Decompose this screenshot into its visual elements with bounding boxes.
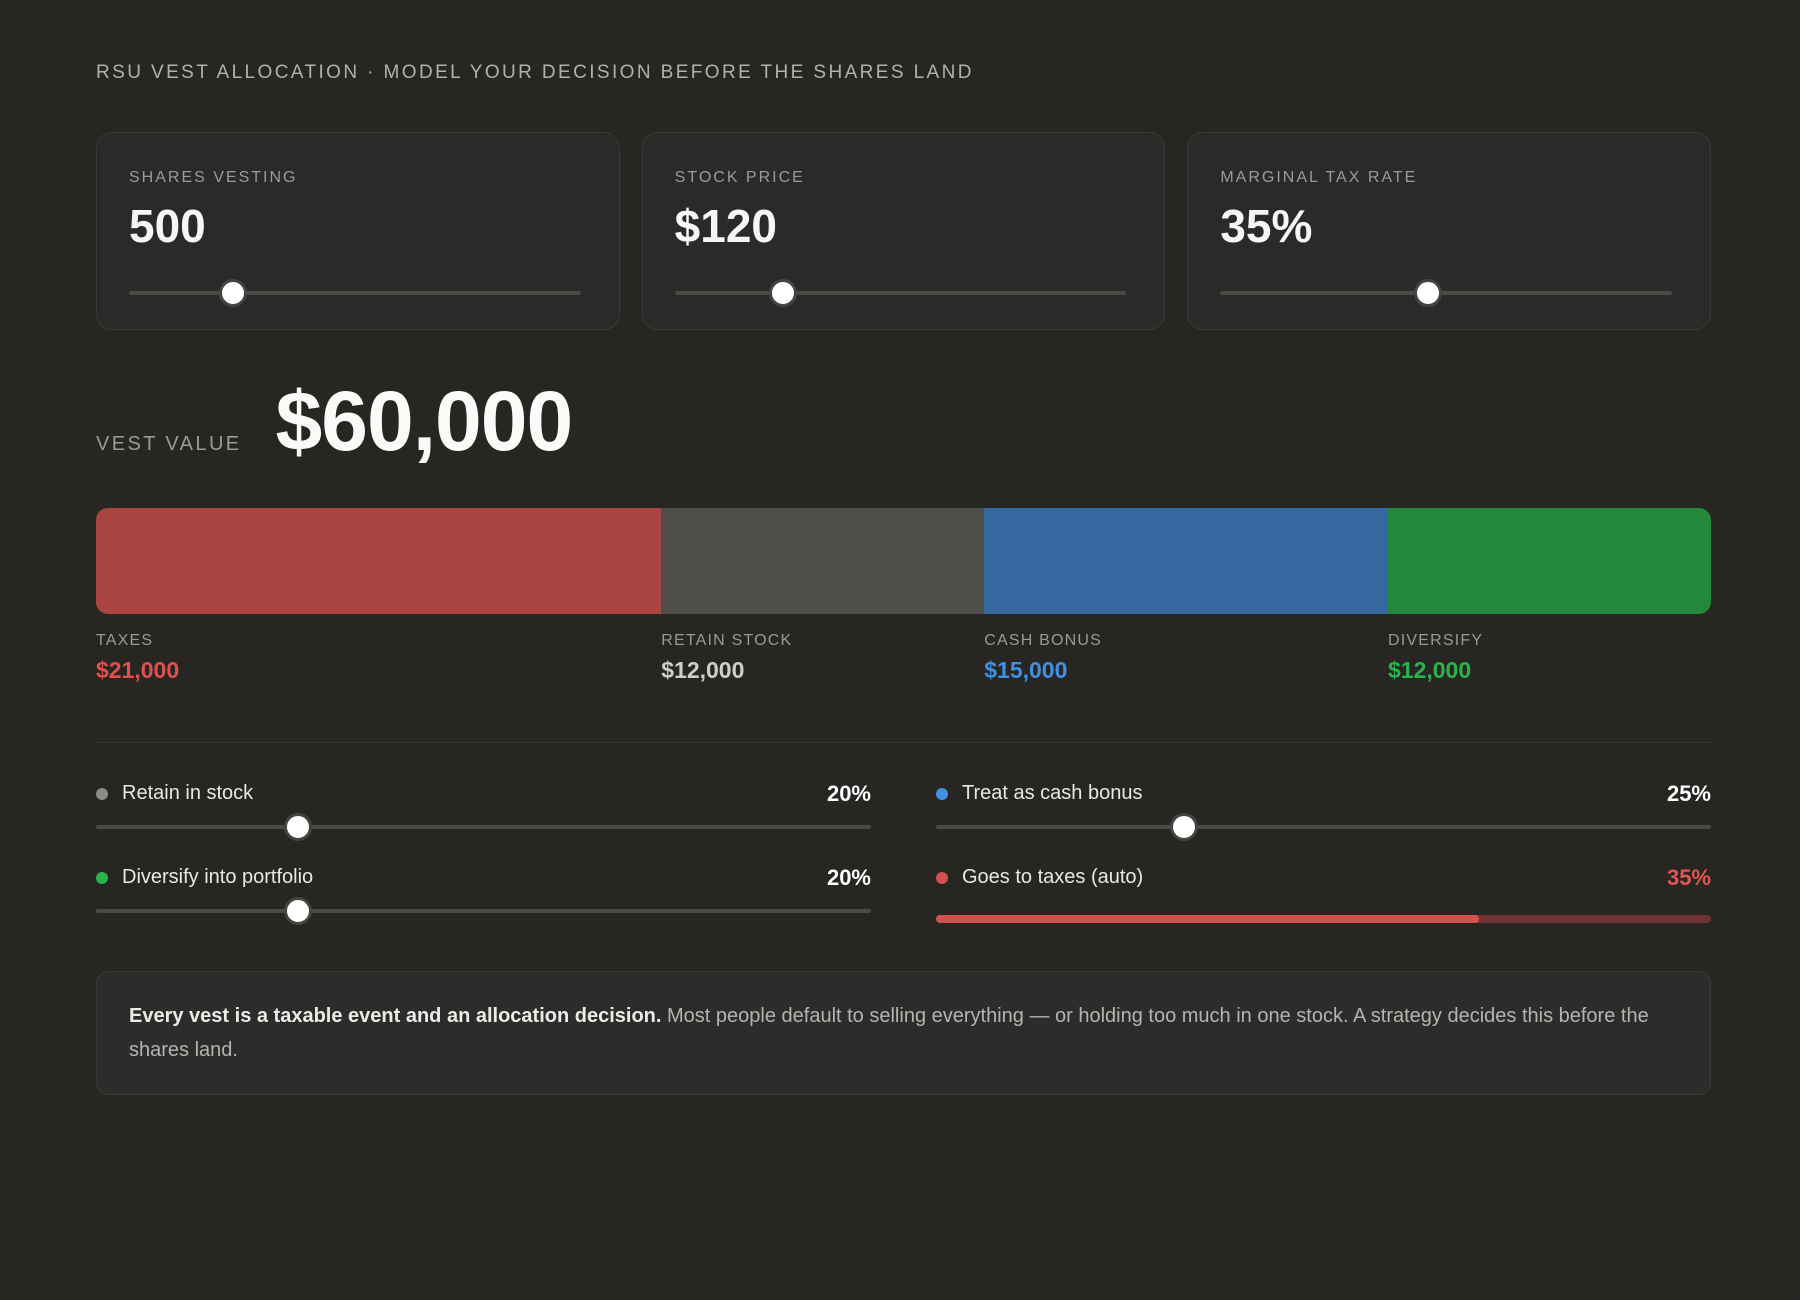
stock-price-value: $120 xyxy=(674,200,777,252)
segment-amount: $12,000 xyxy=(661,656,745,683)
slider-track[interactable] xyxy=(674,291,1127,295)
section-divider xyxy=(96,741,1711,743)
marginal-tax-rate-label: MARGINAL TAX RATE xyxy=(1220,169,1418,186)
segment-amount: $21,000 xyxy=(96,656,180,683)
bar-segment-cash-bonus xyxy=(984,507,1388,614)
alloc-value: 35% xyxy=(1666,864,1711,890)
bar-label-retain-stock: RETAIN STOCK $12,000 xyxy=(661,632,792,684)
slider-track[interactable] xyxy=(936,824,1711,829)
retain-in-stock-slider[interactable] xyxy=(96,812,871,841)
bar-labels: TAXES $21,000 RETAIN STOCK $12,000 CASH BONU… xyxy=(96,632,1711,698)
segment-name: TAXES xyxy=(96,631,154,649)
stacked-bar xyxy=(96,507,1711,614)
note-box: Every vest is a taxable event and an all… xyxy=(96,970,1711,1095)
segment-name: RETAIN STOCK xyxy=(661,631,793,649)
alloc-value: 20% xyxy=(826,864,871,890)
slider-track[interactable] xyxy=(96,824,871,829)
diversify-into-portfolio-slider[interactable] xyxy=(96,896,871,925)
bar-label-taxes: TAXES $21,000 xyxy=(96,632,179,684)
input-cards: SHARES VESTING 500 STOCK PRICE $120 MARG… xyxy=(96,132,1711,330)
allocation-sliders: Retain in stock 20% Treat as cash bonus … xyxy=(96,779,1711,925)
page-title: RSU VEST ALLOCATION · MODEL YOUR DECISIO… xyxy=(96,62,974,83)
card-stock-price: STOCK PRICE $120 xyxy=(641,132,1166,330)
note-bold-text: Every vest is a taxable event and an all… xyxy=(129,1004,662,1027)
alloc-head: Retain in stock 20% xyxy=(96,779,871,809)
marginal-tax-rate-slider[interactable] xyxy=(1220,279,1672,307)
card-shares-vesting: SHARES VESTING 500 xyxy=(96,132,620,330)
taxes-progress-bar xyxy=(936,914,1711,923)
alloc-value: 20% xyxy=(826,780,871,806)
alloc-label: Goes to taxes (auto) xyxy=(962,866,1144,889)
slider-thumb[interactable] xyxy=(283,812,312,841)
segment-name: CASH BONUS xyxy=(984,631,1103,649)
rsu-allocation-page: RSU VEST ALLOCATION · MODEL YOUR DECISIO… xyxy=(96,0,1711,1095)
vest-value-label: VEST VALUE xyxy=(96,433,242,455)
slider-track[interactable] xyxy=(1220,291,1672,295)
retain-dot-icon xyxy=(96,787,108,800)
bar-label-cash-bonus: CASH BONUS $15,000 xyxy=(984,632,1102,684)
stock-price-slider[interactable] xyxy=(674,279,1127,307)
bar-label-diversify: DIVERSIFY $12,000 xyxy=(1388,632,1483,684)
alloc-label: Diversify into portfolio xyxy=(122,866,314,889)
slider-thumb[interactable] xyxy=(283,896,312,925)
alloc-head: Goes to taxes (auto) 35% xyxy=(936,863,1711,893)
shares-vesting-slider[interactable] xyxy=(129,279,581,307)
alloc-head: Diversify into portfolio 20% xyxy=(96,863,871,893)
bar-segment-taxes xyxy=(96,507,662,614)
taxes-dot-icon xyxy=(936,871,948,884)
taxes-progress-fill xyxy=(936,914,1479,923)
slider-thumb[interactable] xyxy=(1414,279,1443,307)
alloc-treat-as-cash-bonus: Treat as cash bonus 25% xyxy=(936,779,1711,841)
slider-thumb[interactable] xyxy=(218,279,247,307)
bar-segment-retain-stock xyxy=(661,507,985,614)
segment-name: DIVERSIFY xyxy=(1388,631,1484,649)
vest-value-amount: $60,000 xyxy=(275,374,574,468)
note-rest-text: Most people default to selling everythin… xyxy=(129,1004,1649,1061)
slider-track[interactable] xyxy=(96,908,871,913)
treat-as-cash-bonus-slider[interactable] xyxy=(936,812,1711,841)
diversify-dot-icon xyxy=(96,871,108,884)
marginal-tax-rate-value: 35% xyxy=(1220,200,1313,252)
slider-track[interactable] xyxy=(129,291,581,295)
cash-bonus-dot-icon xyxy=(936,787,948,800)
card-marginal-tax-rate: MARGINAL TAX RATE 35% xyxy=(1187,132,1711,330)
stock-price-label: STOCK PRICE xyxy=(674,169,805,186)
vest-value-row: VEST VALUE $60,000 xyxy=(96,374,1711,468)
note-text: Every vest is a taxable event and an all… xyxy=(129,999,1678,1067)
alloc-label: Retain in stock xyxy=(122,782,254,805)
alloc-retain-in-stock: Retain in stock 20% xyxy=(96,779,871,841)
alloc-goes-to-taxes: Goes to taxes (auto) 35% xyxy=(936,863,1711,925)
slider-thumb[interactable] xyxy=(1170,812,1198,841)
shares-vesting-value: 500 xyxy=(129,200,206,252)
alloc-value: 25% xyxy=(1666,780,1711,806)
segment-amount: $15,000 xyxy=(984,656,1068,683)
alloc-diversify-into-portfolio: Diversify into portfolio 20% xyxy=(96,863,871,925)
slider-thumb[interactable] xyxy=(769,279,798,307)
shares-vesting-label: SHARES VESTING xyxy=(129,169,298,186)
alloc-head: Treat as cash bonus 25% xyxy=(936,779,1711,809)
alloc-label: Treat as cash bonus xyxy=(962,782,1143,805)
bar-segment-diversify xyxy=(1388,507,1711,614)
segment-amount: $12,000 xyxy=(1388,656,1472,683)
